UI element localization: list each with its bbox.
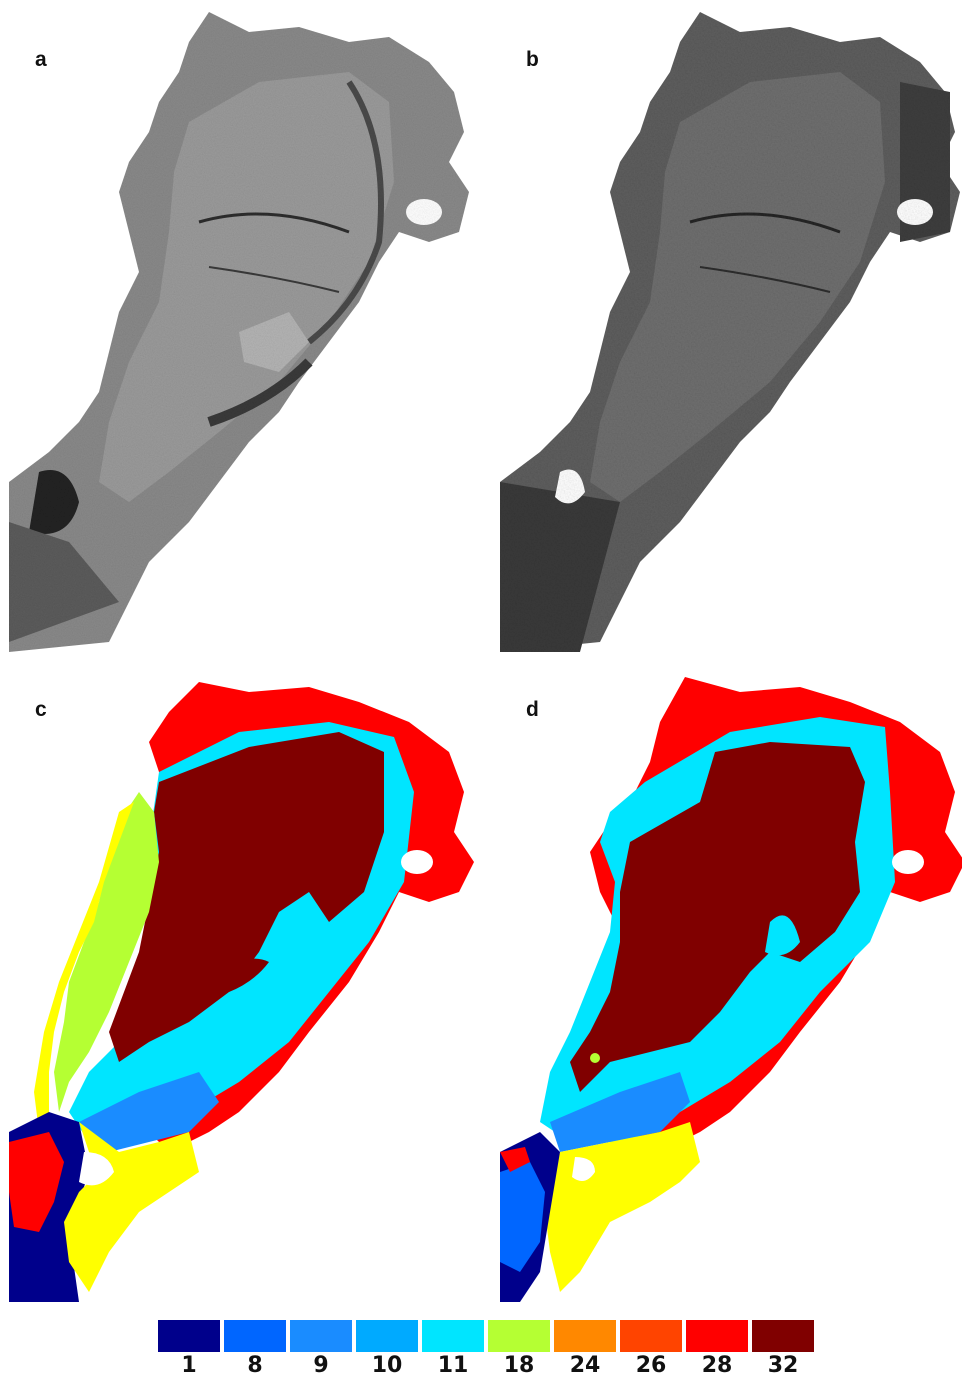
- region-8-sw: [500, 1162, 545, 1272]
- region-yellow-west: [34, 802, 134, 1132]
- legend-swatch-32: [752, 1320, 814, 1352]
- region-32-core: [109, 732, 384, 1062]
- region-11-inlet: [765, 915, 800, 956]
- legend-swatch-8: [224, 1320, 286, 1352]
- panel-c: c: [9, 652, 480, 1302]
- region-10-band: [550, 1072, 690, 1152]
- legend-label-32: 32: [767, 1353, 799, 1378]
- region-28-sw: [500, 1147, 530, 1172]
- classification-map-c: [9, 682, 474, 1302]
- legend-item-26: 26: [620, 1320, 682, 1378]
- region-32-core: [570, 742, 865, 1092]
- legend-item-18: 18: [488, 1320, 550, 1378]
- legend-item-1: 1: [158, 1320, 220, 1378]
- legend-swatch-1: [158, 1320, 220, 1352]
- panel-label-d: d: [526, 698, 539, 721]
- region-white-hole: [79, 1152, 114, 1186]
- region-white-hole: [572, 1157, 595, 1181]
- class-legend: 1 8 9 10 11 18 24 26 28 32: [158, 1320, 814, 1378]
- legend-label-8: 8: [247, 1353, 263, 1378]
- classification-map-d: [500, 677, 962, 1302]
- legend-swatch-24: [554, 1320, 616, 1352]
- legend-label-9: 9: [313, 1353, 329, 1378]
- legend-label-26: 26: [635, 1353, 667, 1378]
- sar-image-a: [9, 12, 469, 652]
- panel-a: a: [9, 2, 480, 652]
- panel-d: d: [500, 652, 962, 1302]
- panel-label-a: a: [35, 48, 47, 71]
- legend-label-28: 28: [701, 1353, 733, 1378]
- legend-label-24: 24: [569, 1353, 601, 1378]
- legend-label-11: 11: [437, 1353, 469, 1378]
- region-18: [54, 792, 159, 1112]
- region-28-sw: [9, 1132, 64, 1232]
- region-yellow-south: [64, 1122, 199, 1292]
- legend-label-1: 1: [181, 1353, 197, 1378]
- legend-swatch-26: [620, 1320, 682, 1352]
- legend-item-10: 10: [356, 1320, 418, 1378]
- panel-b: b: [500, 2, 962, 652]
- region-32-lake: [219, 958, 269, 992]
- legend-label-10: 10: [371, 1353, 403, 1378]
- legend-item-24: 24: [554, 1320, 616, 1378]
- region-10-band: [79, 1072, 219, 1152]
- legend-item-8: 8: [224, 1320, 286, 1378]
- legend-swatch-28: [686, 1320, 748, 1352]
- legend-item-28: 28: [686, 1320, 748, 1378]
- legend-item-11: 11: [422, 1320, 484, 1378]
- panel-label-b: b: [526, 48, 539, 71]
- legend-item-9: 9: [290, 1320, 352, 1378]
- legend-swatch-11: [422, 1320, 484, 1352]
- sar-image-b: [500, 12, 960, 652]
- legend-swatch-10: [356, 1320, 418, 1352]
- panel-label-c: c: [35, 698, 47, 721]
- legend-label-18: 18: [503, 1353, 535, 1378]
- legend-swatch-9: [290, 1320, 352, 1352]
- legend-item-32: 32: [752, 1320, 814, 1378]
- legend-swatch-18: [488, 1320, 550, 1352]
